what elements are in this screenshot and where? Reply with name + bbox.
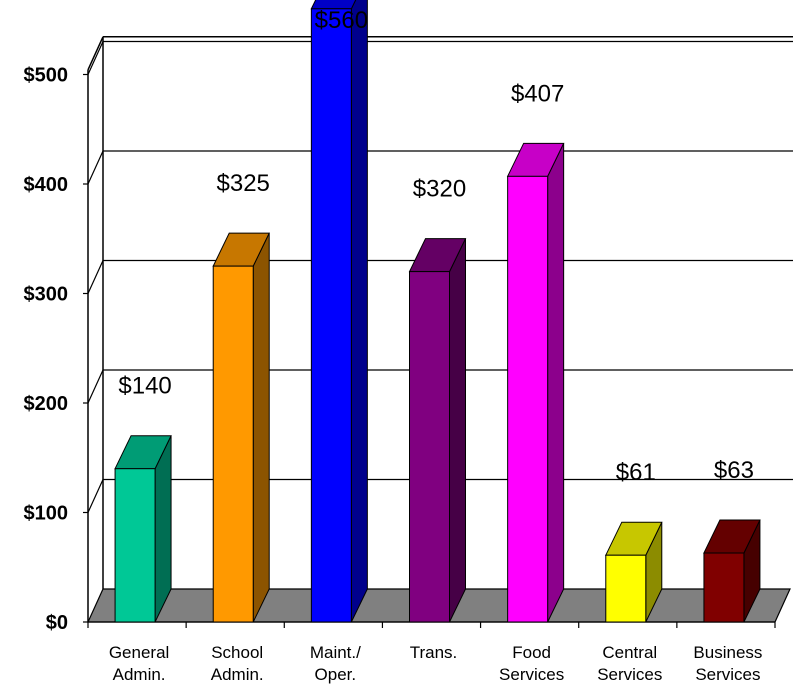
y-tick-label: $0 xyxy=(46,612,68,634)
data-label: $325 xyxy=(217,170,270,197)
category-label-line: Admin. xyxy=(211,665,264,684)
bar xyxy=(604,521,663,623)
bar-front xyxy=(507,175,549,623)
y-axis: $0 $100 $200 $300 $400 $500 xyxy=(24,65,89,634)
category-label-line: General xyxy=(109,643,169,662)
category-label-line: Oper. xyxy=(315,665,357,684)
data-labels: $140 $325 $560 $320 $407 $61 $63 xyxy=(118,7,754,486)
bar-front xyxy=(310,8,352,623)
data-label: $140 xyxy=(118,373,171,400)
category-label-line: Admin. xyxy=(113,665,166,684)
data-label: $560 xyxy=(315,7,368,34)
bar-side xyxy=(350,0,368,623)
bar-front xyxy=(212,265,254,623)
bars xyxy=(114,0,761,623)
bar xyxy=(114,435,172,623)
category-label: School Admin. xyxy=(211,643,264,684)
bar-side xyxy=(547,143,565,623)
bar-front xyxy=(114,468,156,623)
gridline-side xyxy=(87,479,104,513)
bar xyxy=(506,142,565,623)
category-label: Maint./ Oper. xyxy=(310,643,361,684)
data-label: $320 xyxy=(413,176,466,203)
bar xyxy=(703,519,761,623)
side-wall-top-edge xyxy=(87,36,104,71)
y-tick-label: $200 xyxy=(24,393,69,415)
y-tick-label: $500 xyxy=(24,65,69,87)
data-label: $63 xyxy=(714,457,754,484)
category-label: Trans. xyxy=(410,643,458,662)
gridline-side xyxy=(87,369,104,404)
bar xyxy=(212,232,271,623)
category-label-line: Maint./ xyxy=(310,643,361,662)
gridline-side xyxy=(87,260,104,294)
category-label-line: Central xyxy=(602,643,657,662)
y-tick-label: $300 xyxy=(24,284,69,306)
bar-front xyxy=(703,552,745,623)
category-label-line: Services xyxy=(597,665,662,684)
bar xyxy=(310,0,368,623)
bar-front xyxy=(409,271,450,623)
data-label: $407 xyxy=(511,80,564,107)
bar-side xyxy=(252,232,270,623)
category-label-line: Services xyxy=(499,665,564,684)
bar xyxy=(408,238,467,623)
y-tick-label: $400 xyxy=(24,174,69,196)
gridline-side xyxy=(87,41,104,75)
gridline-side xyxy=(87,150,104,185)
category-label: Food Services xyxy=(499,643,564,684)
category-label-line: Business xyxy=(693,643,762,662)
category-label: Central Services xyxy=(597,643,662,684)
y-tick-label: $100 xyxy=(24,503,69,525)
chart-walls xyxy=(87,36,793,589)
data-label: $61 xyxy=(616,459,656,486)
category-label-line: School xyxy=(211,643,263,662)
category-label: Business Services xyxy=(693,643,762,684)
category-label-line: Trans. xyxy=(410,643,458,662)
bar-side xyxy=(449,238,466,623)
category-label: General Admin. xyxy=(109,643,169,684)
category-label-line: Services xyxy=(695,665,760,684)
bar-front xyxy=(605,554,647,623)
category-label-line: Food xyxy=(512,643,551,662)
x-axis: General Admin. School Admin. Maint./ Oper. Tra… xyxy=(87,621,776,684)
